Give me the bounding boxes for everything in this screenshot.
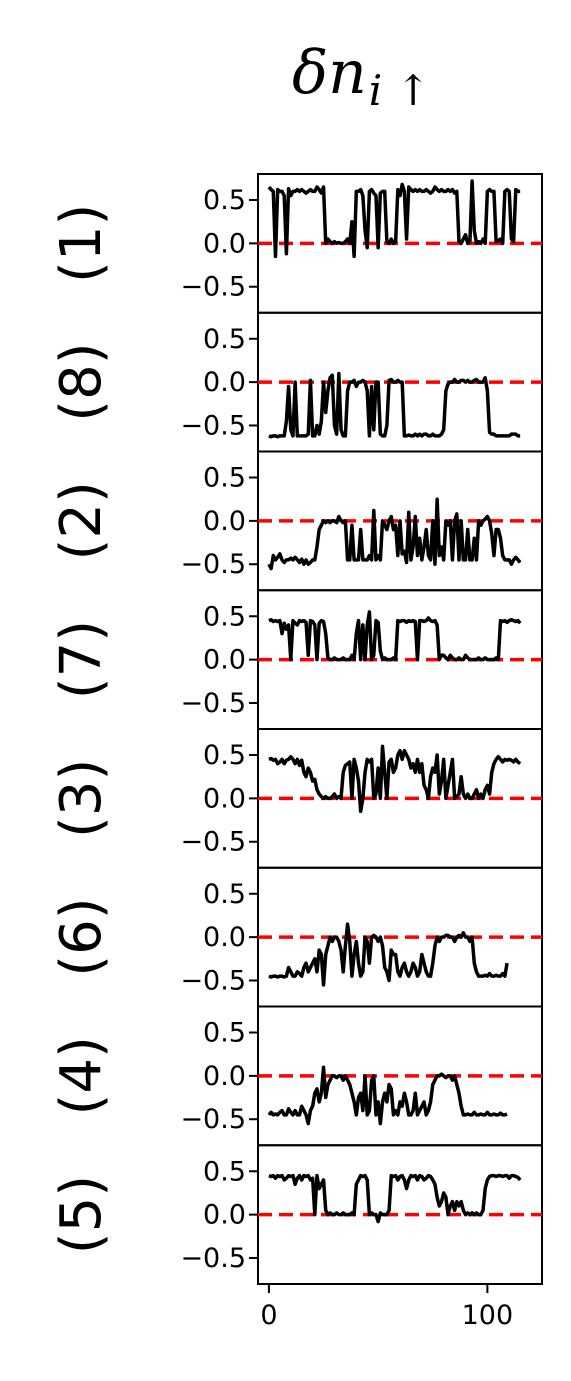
panel-label: (2) — [49, 481, 114, 560]
panels-group: 0.50.0−0.5(1)0.50.0−0.5(8)0.50.0−0.5(2)0… — [49, 173, 543, 1285]
panel: 0.5 0.0 −0.5 (5) — [49, 1144, 543, 1285]
panel: 0.5 0.0 −0.5 (3) — [49, 728, 543, 869]
panel: 0.5 0.0 −0.5 (4) — [49, 1005, 543, 1147]
x-tick-label: 100 — [462, 1300, 514, 1331]
y-tick-label: −0.5 — [180, 965, 246, 996]
series-line — [267, 497, 522, 571]
panel: 0.5 0.0 −0.5 (2) — [49, 450, 543, 592]
y-tick-label: 0.0 — [203, 1061, 246, 1092]
title-main: δn — [292, 38, 367, 108]
y-tick-label: 0.0 — [203, 506, 246, 537]
y-tick-label: −0.5 — [180, 688, 246, 719]
y-tick-label: −0.5 — [180, 827, 246, 858]
y-tick-label: −0.5 — [180, 272, 246, 303]
y-tick-label: 0.5 — [203, 1018, 246, 1049]
y-tick-label: 0.0 — [203, 367, 246, 398]
panel-label: (6) — [49, 897, 114, 976]
y-tick-label: −0.5 — [180, 1243, 246, 1274]
series-line — [268, 610, 522, 662]
panel-label: (4) — [49, 1036, 114, 1115]
y-tick-label: 0.5 — [203, 1156, 246, 1187]
y-tick-label: 0.5 — [203, 463, 246, 494]
series-line — [268, 922, 509, 987]
x-tick-label: 0 — [260, 1300, 277, 1331]
y-tick-label: 0.5 — [203, 601, 246, 632]
y-tick-label: 0.0 — [203, 922, 246, 953]
y-tick-label: 0.5 — [203, 740, 246, 771]
panel: 0.5 0.0 −0.5 (1) — [49, 173, 543, 314]
y-tick-label: 0.5 — [203, 879, 246, 910]
y-tick-label: 0.0 — [203, 783, 246, 814]
y-tick-label: 0.5 — [203, 185, 246, 216]
title-subscript: i ↑ — [369, 66, 431, 115]
panel-label: (7) — [49, 620, 114, 699]
y-tick-label: 0.0 — [203, 645, 246, 676]
x-axis: 0 100 — [260, 1284, 513, 1331]
chart-title: δni ↑ — [292, 38, 431, 115]
panel-label: (8) — [49, 342, 114, 421]
series-line — [267, 1065, 508, 1126]
y-tick-label: 0.5 — [203, 324, 246, 355]
y-tick-label: −0.5 — [180, 1104, 246, 1135]
series-line — [268, 744, 522, 814]
panel: 0.5 0.0 −0.5 (7) — [49, 589, 543, 730]
y-tick-label: −0.5 — [180, 549, 246, 580]
series-line — [268, 1173, 522, 1224]
y-tick-label: 0.0 — [203, 228, 246, 259]
y-tick-label: −0.5 — [180, 410, 246, 441]
y-tick-label: 0.0 — [203, 1200, 246, 1231]
series-line — [268, 371, 521, 439]
series-line — [267, 179, 521, 259]
panel-label: (1) — [49, 204, 114, 283]
panel: 0.5 0.0 −0.5 (8) — [49, 311, 543, 453]
panel-label: (5) — [49, 1175, 114, 1254]
panel-label: (3) — [49, 759, 114, 838]
panel: 0.5 0.0 −0.5 (6) — [49, 866, 543, 1008]
